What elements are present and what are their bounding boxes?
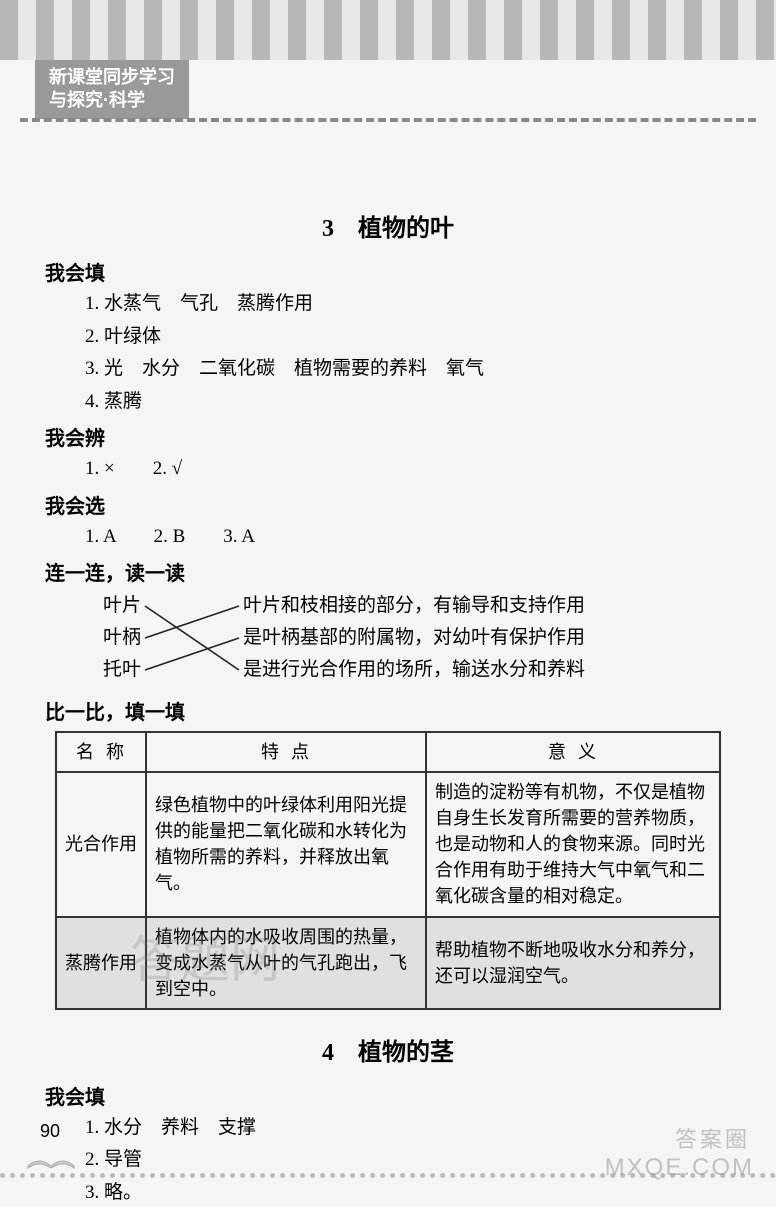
match-head: 连一连，读一读 xyxy=(45,557,721,586)
series-header-line1: 新课堂同步学习 xyxy=(49,66,175,89)
fill4-3: 3. 略。 xyxy=(85,1179,721,1207)
match-line xyxy=(145,638,239,670)
match-lines-svg xyxy=(143,590,243,686)
match-right-2: 是进行光合作用的场所，输送水分和养料 xyxy=(243,654,585,686)
watermark-corner-bottom: MXQE.COM xyxy=(605,1154,754,1182)
fill-head3: 我会填 xyxy=(45,257,721,286)
series-header-line2: 与探究·科学 xyxy=(49,89,175,112)
section4-title: 4 植物的茎 xyxy=(55,1032,721,1067)
match-left-col: 叶片 叶柄 托叶 xyxy=(103,590,141,686)
table-cell: 帮助植物不断地吸收水分和养分，还可以湿润空气。 xyxy=(426,917,720,1009)
watermark-corner-top: 答案圈 xyxy=(675,1122,750,1154)
fill3-4: 4. 蒸腾 xyxy=(85,388,721,417)
judge-head: 我会辨 xyxy=(45,422,721,451)
page-content: 3 植物的叶 我会填 1. 水蒸气 气孔 蒸腾作用 2. 叶绿体 3. 光 水分… xyxy=(0,60,776,1207)
open-book-icon xyxy=(26,1146,76,1170)
th-0: 名称 xyxy=(56,732,146,772)
table-cell: 制造的淀粉等有机物，不仅是植物自身生长发育所需要的营养物质，也是动物和人的食物来… xyxy=(426,772,720,916)
table-row: 光合作用绿色植物中的叶绿体利用阳光提供的能量把二氧化碳和水转化为植物所需的养料，… xyxy=(56,772,720,916)
th-1: 特点 xyxy=(146,732,426,772)
page-number: 90 xyxy=(40,1121,60,1142)
table-cell: 绿色植物中的叶绿体利用阳光提供的能量把二氧化碳和水转化为植物所需的养料，并释放出… xyxy=(146,772,426,916)
fill3-2: 2. 叶绿体 xyxy=(85,323,721,352)
match-left-1: 叶柄 xyxy=(103,622,141,654)
table-cell: 光合作用 xyxy=(56,772,146,916)
compare-table: 名称 特点 意义 光合作用绿色植物中的叶绿体利用阳光提供的能量把二氧化碳和水转化… xyxy=(55,731,721,1010)
judge-items: 1. × 2. √ xyxy=(85,455,721,484)
series-header: 新课堂同步学习 与探究·科学 xyxy=(35,60,189,119)
match-line xyxy=(145,606,239,670)
fill3-3: 3. 光 水分 二氧化碳 植物需要的养料 氧气 xyxy=(85,355,721,384)
match-left-2: 托叶 xyxy=(103,654,141,686)
match-line xyxy=(145,606,239,638)
section3-title: 3 植物的叶 xyxy=(55,208,721,243)
match-left-0: 叶片 xyxy=(103,590,141,622)
match-right-1: 是叶柄基部的附属物，对幼叶有保护作用 xyxy=(243,622,585,654)
th-2: 意义 xyxy=(426,732,720,772)
fill3-1: 1. 水蒸气 气孔 蒸腾作用 xyxy=(85,290,721,319)
table-head: 比一比，填一填 xyxy=(45,696,721,725)
fill4-1: 1. 水分 养料 支撑 xyxy=(85,1114,721,1143)
table-cell: 蒸腾作用 xyxy=(56,917,146,1009)
choose-items: 1. A 2. B 3. A xyxy=(85,523,721,552)
match-right-0: 叶片和枝相接的部分，有输导和支持作用 xyxy=(243,590,585,622)
match-right-col: 叶片和枝相接的部分，有输导和支持作用 是叶柄基部的附属物，对幼叶有保护作用 是进… xyxy=(243,590,585,686)
top-stripe-border xyxy=(0,0,776,60)
choose-head: 我会选 xyxy=(45,490,721,519)
fill-head4: 我会填 xyxy=(45,1081,721,1110)
header-dashed-rule xyxy=(20,118,756,122)
table-row: 蒸腾作用植物体内的水吸收周围的热量，变成水蒸气从叶的气孔跑出，飞到空中。帮助植物… xyxy=(56,917,720,1009)
table-cell: 植物体内的水吸收周围的热量，变成水蒸气从叶的气孔跑出，飞到空中。 xyxy=(146,917,426,1009)
match-diagram: 叶片 叶柄 托叶 叶片和枝相接的部分，有输导和支持作用 是叶柄基部的附属物，对幼… xyxy=(103,590,721,686)
